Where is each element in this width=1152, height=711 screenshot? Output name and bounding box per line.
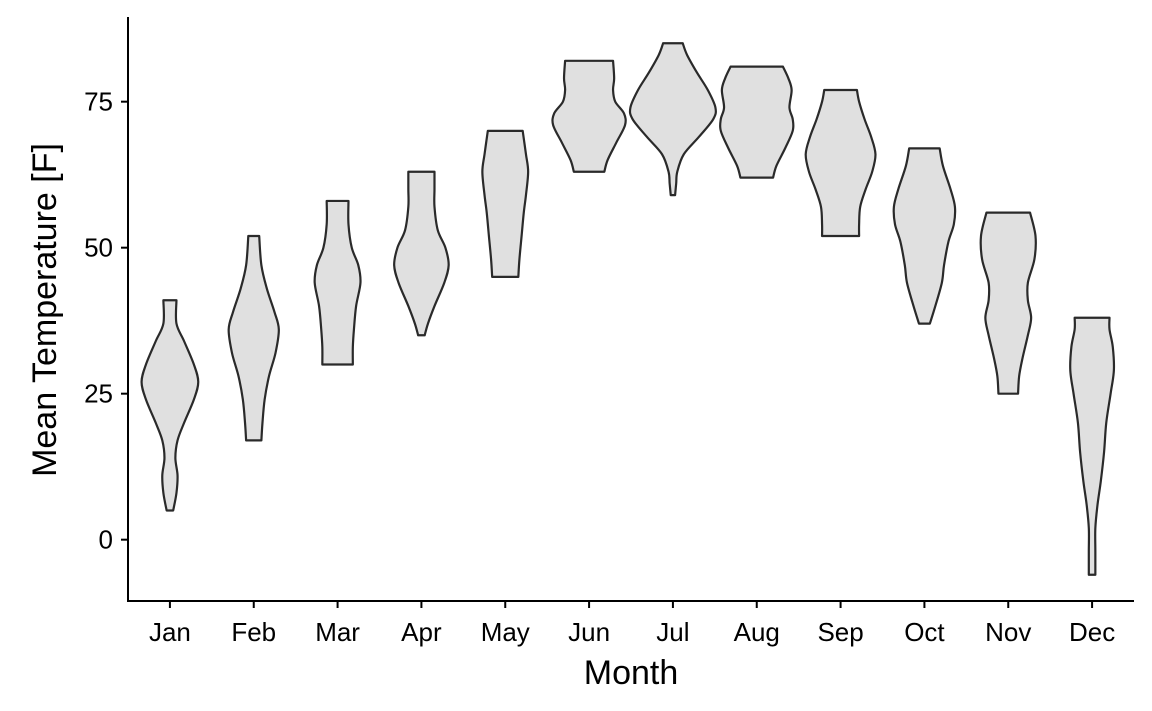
x-tick-label-apr: Apr [401, 617, 442, 647]
violin-sep [804, 88, 877, 238]
violin-may [481, 129, 530, 278]
violin-mar [313, 199, 362, 366]
x-ticks: Jan Feb Mar Apr May Jun Jul Aug Sep Oct Nov Dec [149, 601, 1115, 647]
x-tick-label-oct: Oct [904, 617, 945, 647]
y-ticks: 0 25 50 75 [84, 87, 128, 555]
x-tick-label-nov: Nov [985, 617, 1031, 647]
violin-jan [140, 299, 200, 512]
violin-aug [718, 65, 795, 179]
x-tick-label-dec: Dec [1069, 617, 1115, 647]
violin-nov [979, 211, 1037, 395]
x-tick-label-mar: Mar [315, 617, 360, 647]
x-tick-label-feb: Feb [231, 617, 276, 647]
violins-group [140, 42, 1116, 576]
y-tick-label: 75 [84, 87, 113, 117]
y-tick-label: 0 [99, 525, 113, 555]
y-tick-label: 25 [84, 379, 113, 409]
violin-jul [628, 42, 717, 197]
y-axis-title: Mean Temperature [F] [26, 143, 64, 477]
violin-feb [227, 234, 280, 442]
x-axis-title: Month [584, 654, 679, 692]
x-tick-label-sep: Sep [817, 617, 863, 647]
x-tick-label-aug: Aug [734, 617, 780, 647]
violin-jun [551, 59, 627, 173]
x-tick-label-jul: Jul [656, 617, 689, 647]
y-tick-label: 50 [84, 233, 113, 263]
violin-apr [393, 170, 450, 337]
x-tick-label-jun: Jun [568, 617, 610, 647]
x-tick-label-jan: Jan [149, 617, 191, 647]
violin-dec [1069, 316, 1116, 576]
x-tick-label-may: May [481, 617, 530, 647]
violin-oct [892, 147, 957, 325]
